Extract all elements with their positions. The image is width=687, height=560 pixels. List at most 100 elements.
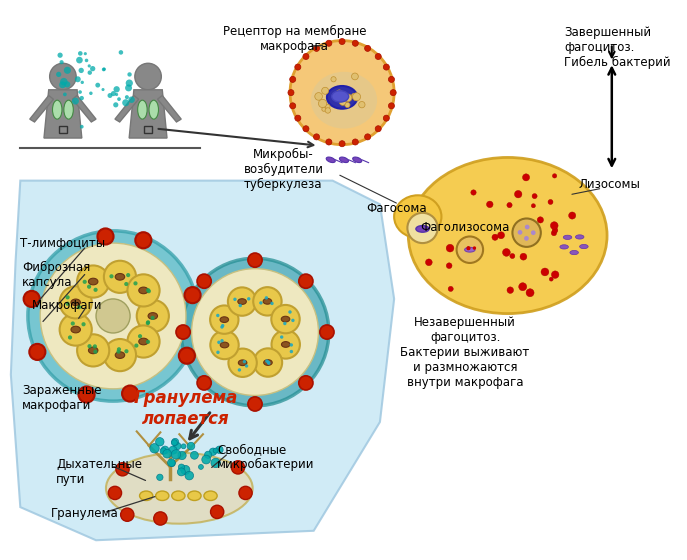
Circle shape	[169, 446, 177, 454]
Ellipse shape	[264, 360, 272, 365]
Circle shape	[127, 72, 132, 77]
Circle shape	[93, 288, 98, 292]
Ellipse shape	[106, 452, 253, 524]
Circle shape	[388, 103, 394, 109]
Circle shape	[113, 86, 120, 92]
Circle shape	[550, 222, 558, 230]
Circle shape	[77, 265, 109, 297]
Circle shape	[128, 96, 135, 103]
Circle shape	[216, 351, 220, 354]
Circle shape	[549, 277, 553, 281]
Circle shape	[77, 334, 109, 366]
Circle shape	[146, 288, 150, 292]
Circle shape	[134, 343, 139, 348]
Polygon shape	[129, 90, 167, 138]
Circle shape	[90, 66, 95, 71]
Circle shape	[238, 368, 241, 372]
Circle shape	[217, 340, 221, 344]
Circle shape	[111, 91, 116, 96]
Circle shape	[84, 52, 87, 55]
Circle shape	[102, 68, 106, 71]
Circle shape	[216, 314, 220, 317]
Circle shape	[271, 305, 300, 333]
Circle shape	[122, 385, 138, 402]
Circle shape	[133, 281, 137, 286]
Circle shape	[267, 362, 271, 365]
Circle shape	[519, 283, 527, 291]
Circle shape	[551, 230, 556, 236]
Circle shape	[155, 437, 164, 446]
Circle shape	[295, 115, 301, 121]
Ellipse shape	[149, 100, 159, 119]
Circle shape	[49, 63, 76, 90]
Circle shape	[80, 81, 84, 84]
Circle shape	[359, 101, 365, 108]
Ellipse shape	[281, 316, 290, 322]
Circle shape	[264, 296, 268, 300]
Circle shape	[352, 139, 359, 145]
Circle shape	[552, 271, 559, 278]
Ellipse shape	[263, 298, 271, 304]
Circle shape	[171, 450, 181, 459]
Circle shape	[137, 300, 169, 332]
Text: Гранулема: Гранулема	[51, 507, 118, 520]
Circle shape	[104, 261, 136, 293]
Ellipse shape	[311, 72, 377, 129]
Circle shape	[352, 73, 359, 80]
Circle shape	[290, 76, 295, 82]
Circle shape	[290, 103, 295, 109]
Circle shape	[467, 246, 471, 250]
Circle shape	[232, 461, 245, 474]
Circle shape	[56, 72, 61, 77]
Circle shape	[76, 57, 82, 63]
Circle shape	[320, 325, 334, 339]
Circle shape	[135, 232, 151, 248]
Text: Рецептор на мембране
макрофага: Рецептор на мембране макрофага	[223, 25, 366, 53]
Circle shape	[507, 203, 512, 208]
Circle shape	[471, 190, 476, 195]
Circle shape	[78, 90, 82, 94]
Circle shape	[89, 91, 93, 95]
Circle shape	[517, 230, 522, 235]
Circle shape	[448, 286, 453, 291]
Circle shape	[247, 297, 251, 301]
Circle shape	[383, 64, 390, 70]
Circle shape	[30, 344, 45, 360]
Text: Макрофаги: Макрофаги	[32, 299, 102, 312]
Text: Гранулема
лопается: Гранулема лопается	[134, 389, 238, 428]
Circle shape	[60, 314, 92, 346]
Circle shape	[127, 325, 159, 358]
Ellipse shape	[282, 342, 290, 347]
Circle shape	[221, 324, 225, 328]
Circle shape	[72, 97, 79, 105]
Circle shape	[179, 464, 185, 470]
Polygon shape	[157, 95, 181, 122]
Circle shape	[202, 455, 210, 464]
Circle shape	[326, 104, 330, 109]
Circle shape	[169, 460, 175, 466]
Circle shape	[150, 444, 159, 453]
Circle shape	[88, 64, 91, 68]
Ellipse shape	[115, 273, 125, 280]
Circle shape	[507, 287, 514, 293]
Ellipse shape	[139, 491, 153, 501]
Ellipse shape	[89, 347, 98, 354]
Polygon shape	[44, 90, 82, 138]
Ellipse shape	[570, 250, 578, 255]
Ellipse shape	[408, 157, 607, 314]
Circle shape	[125, 85, 132, 91]
Bar	[59, 126, 67, 133]
Circle shape	[407, 213, 438, 243]
Polygon shape	[11, 181, 394, 540]
Circle shape	[552, 174, 556, 178]
Circle shape	[210, 305, 238, 334]
Circle shape	[59, 81, 66, 88]
Circle shape	[146, 321, 150, 325]
Text: Лизосомы: Лизосомы	[578, 178, 640, 191]
Circle shape	[531, 230, 536, 235]
Circle shape	[138, 334, 142, 338]
Circle shape	[87, 344, 91, 348]
Circle shape	[228, 287, 256, 316]
Text: Зараженные
макрофаги: Зараженные макрофаги	[22, 384, 102, 412]
Circle shape	[82, 322, 86, 326]
